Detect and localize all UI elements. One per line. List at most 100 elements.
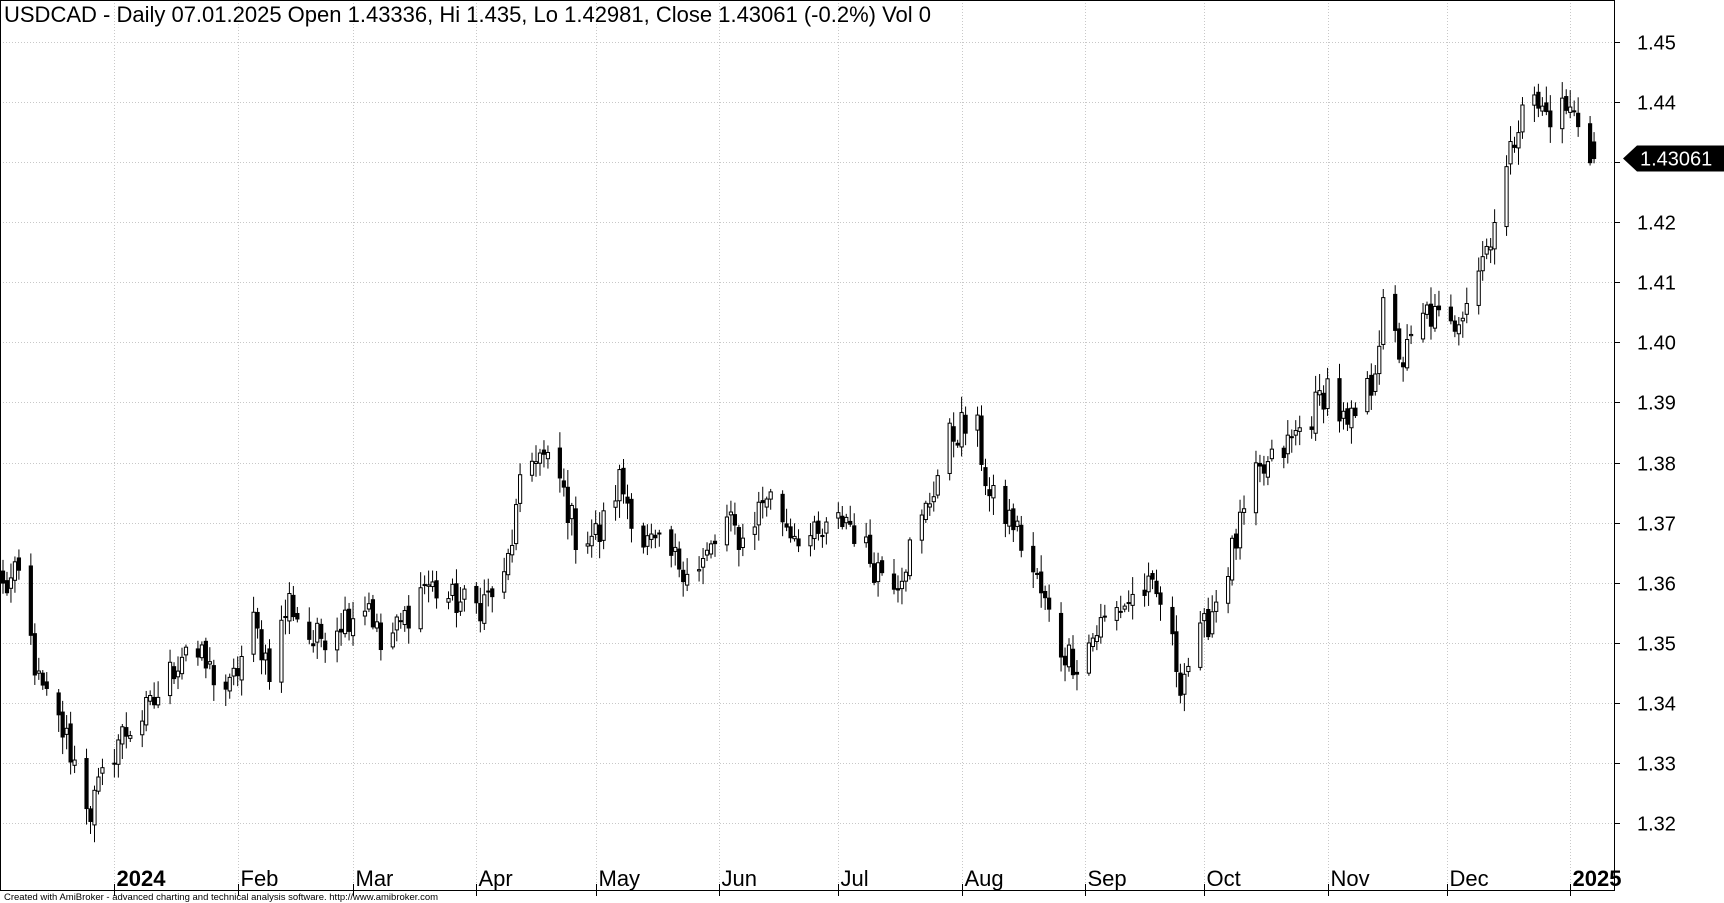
candle-body <box>1317 390 1322 396</box>
candle-body <box>844 516 849 524</box>
candle-body <box>1591 141 1597 159</box>
candle-body <box>1035 572 1040 575</box>
candle-body <box>704 549 710 556</box>
candle-body <box>1062 655 1068 666</box>
candle-body <box>506 552 511 576</box>
candle-body <box>179 656 185 675</box>
candle-body <box>211 665 216 686</box>
candle-body <box>561 480 566 488</box>
candle-body <box>28 565 33 636</box>
candle-body <box>1074 671 1080 675</box>
candle-body <box>864 536 869 544</box>
candle-body <box>1484 245 1489 255</box>
candle-body <box>474 585 479 604</box>
candle-body <box>88 808 93 822</box>
time-tick-label: Apr <box>479 866 513 891</box>
candle-body <box>263 652 268 661</box>
candle-body <box>207 661 212 665</box>
credit-footer: Created with AmiBroker - advanced charti… <box>4 892 438 903</box>
candle-body <box>593 523 598 535</box>
candle-body <box>700 558 706 568</box>
candle-body <box>454 583 459 613</box>
price-tick-label: 1.36 <box>1637 574 1676 596</box>
plot-area-frame <box>0 0 1615 891</box>
candle-body <box>649 533 654 540</box>
candle-body <box>1488 246 1493 251</box>
candle-body <box>378 622 383 651</box>
candle-body <box>279 619 284 683</box>
candle-body <box>1102 615 1107 618</box>
candle-body <box>1313 391 1318 434</box>
candle-body <box>1452 320 1457 332</box>
candle-body <box>641 525 646 548</box>
candle-body <box>585 543 590 547</box>
candle-body <box>987 489 992 497</box>
candle-body <box>1293 430 1298 436</box>
candle-body <box>152 696 157 706</box>
time-tick-label: 2024 <box>117 866 167 891</box>
candle-body <box>339 628 344 633</box>
candle-body <box>398 620 403 623</box>
candle-body <box>764 498 769 508</box>
candle-body <box>569 504 574 520</box>
candle-body <box>808 535 813 547</box>
candle-body <box>171 666 177 680</box>
candle-body <box>1094 635 1099 643</box>
candle-body <box>673 546 678 552</box>
time-tick-label: Sep <box>1088 866 1127 891</box>
candle-body <box>1265 461 1270 478</box>
candle-body <box>685 573 690 586</box>
candle-body <box>708 543 714 555</box>
candle-body <box>346 608 352 632</box>
candle-body <box>1154 580 1159 595</box>
candle-body <box>1047 597 1052 610</box>
candle-body <box>788 526 793 539</box>
candle-body <box>1520 104 1525 133</box>
candle-body <box>1130 593 1135 606</box>
candle-body <box>366 603 372 610</box>
time-tick-label: 2025 <box>1573 866 1622 891</box>
candle-body <box>1504 166 1509 228</box>
candle-body <box>1492 222 1497 250</box>
candle-body <box>1178 672 1183 696</box>
candle-body <box>1186 665 1191 673</box>
candle-body <box>116 739 121 765</box>
candle-body <box>402 610 407 626</box>
candle-body <box>1158 592 1163 605</box>
candle-body <box>852 525 857 544</box>
candle-body <box>235 668 240 677</box>
candle-body <box>426 584 431 587</box>
candle-body <box>478 603 483 622</box>
price-tick-label: 1.32 <box>1637 814 1676 836</box>
candle-body <box>1476 270 1481 306</box>
candle-body <box>1210 611 1215 635</box>
candle-body <box>1408 333 1414 337</box>
candle-body <box>712 540 718 545</box>
candle-body <box>374 621 380 629</box>
candle-body <box>1540 105 1545 112</box>
candle-body <box>752 526 757 535</box>
candle-body <box>1381 297 1386 345</box>
candle-body <box>1377 345 1382 375</box>
candle-body <box>1146 575 1151 593</box>
candle-body <box>1253 462 1259 514</box>
candles <box>0 82 1597 843</box>
candle-body <box>148 694 153 702</box>
candle-body <box>760 500 765 504</box>
candle-body <box>350 618 356 637</box>
price-tick-label: 1.37 <box>1637 514 1676 536</box>
candle-body <box>1011 508 1016 531</box>
candle-body <box>1003 485 1008 524</box>
candle-body <box>1536 91 1541 109</box>
candle-body <box>780 493 785 523</box>
time-tick-label: May <box>599 866 641 891</box>
candle-body <box>319 623 324 639</box>
candle-body <box>1564 96 1569 111</box>
candle-body <box>462 588 467 600</box>
candle-body <box>991 485 996 499</box>
candle-body <box>1560 97 1565 130</box>
candle-body <box>872 563 877 583</box>
candle-body <box>565 486 570 524</box>
candle-body <box>1401 362 1406 368</box>
candle-body <box>868 534 873 564</box>
